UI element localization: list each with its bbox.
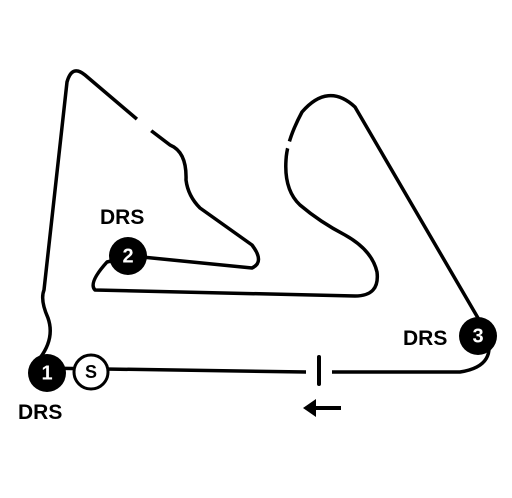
drs-zone-1-label: DRS (18, 401, 62, 424)
track-outline (38, 69, 491, 374)
arrow-left-icon (303, 399, 341, 417)
sector-gap-2 (281, 139, 300, 152)
sector-gap-1 (134, 116, 154, 134)
drs-zone-2-marker: 2 (109, 237, 147, 275)
drs-zone-3-label: DRS (403, 327, 447, 350)
start-marker: S (72, 353, 110, 391)
drs-zone-3-marker: 3 (459, 317, 497, 355)
start-label: S (85, 362, 97, 382)
drs-zone-3-number: 3 (472, 325, 483, 347)
drs-zone-1-marker: 1 (28, 354, 66, 392)
drs-zone-1-number: 1 (41, 362, 52, 384)
drs-zone-2-label: DRS (100, 206, 144, 229)
drs-zone-2-number: 2 (122, 245, 133, 267)
